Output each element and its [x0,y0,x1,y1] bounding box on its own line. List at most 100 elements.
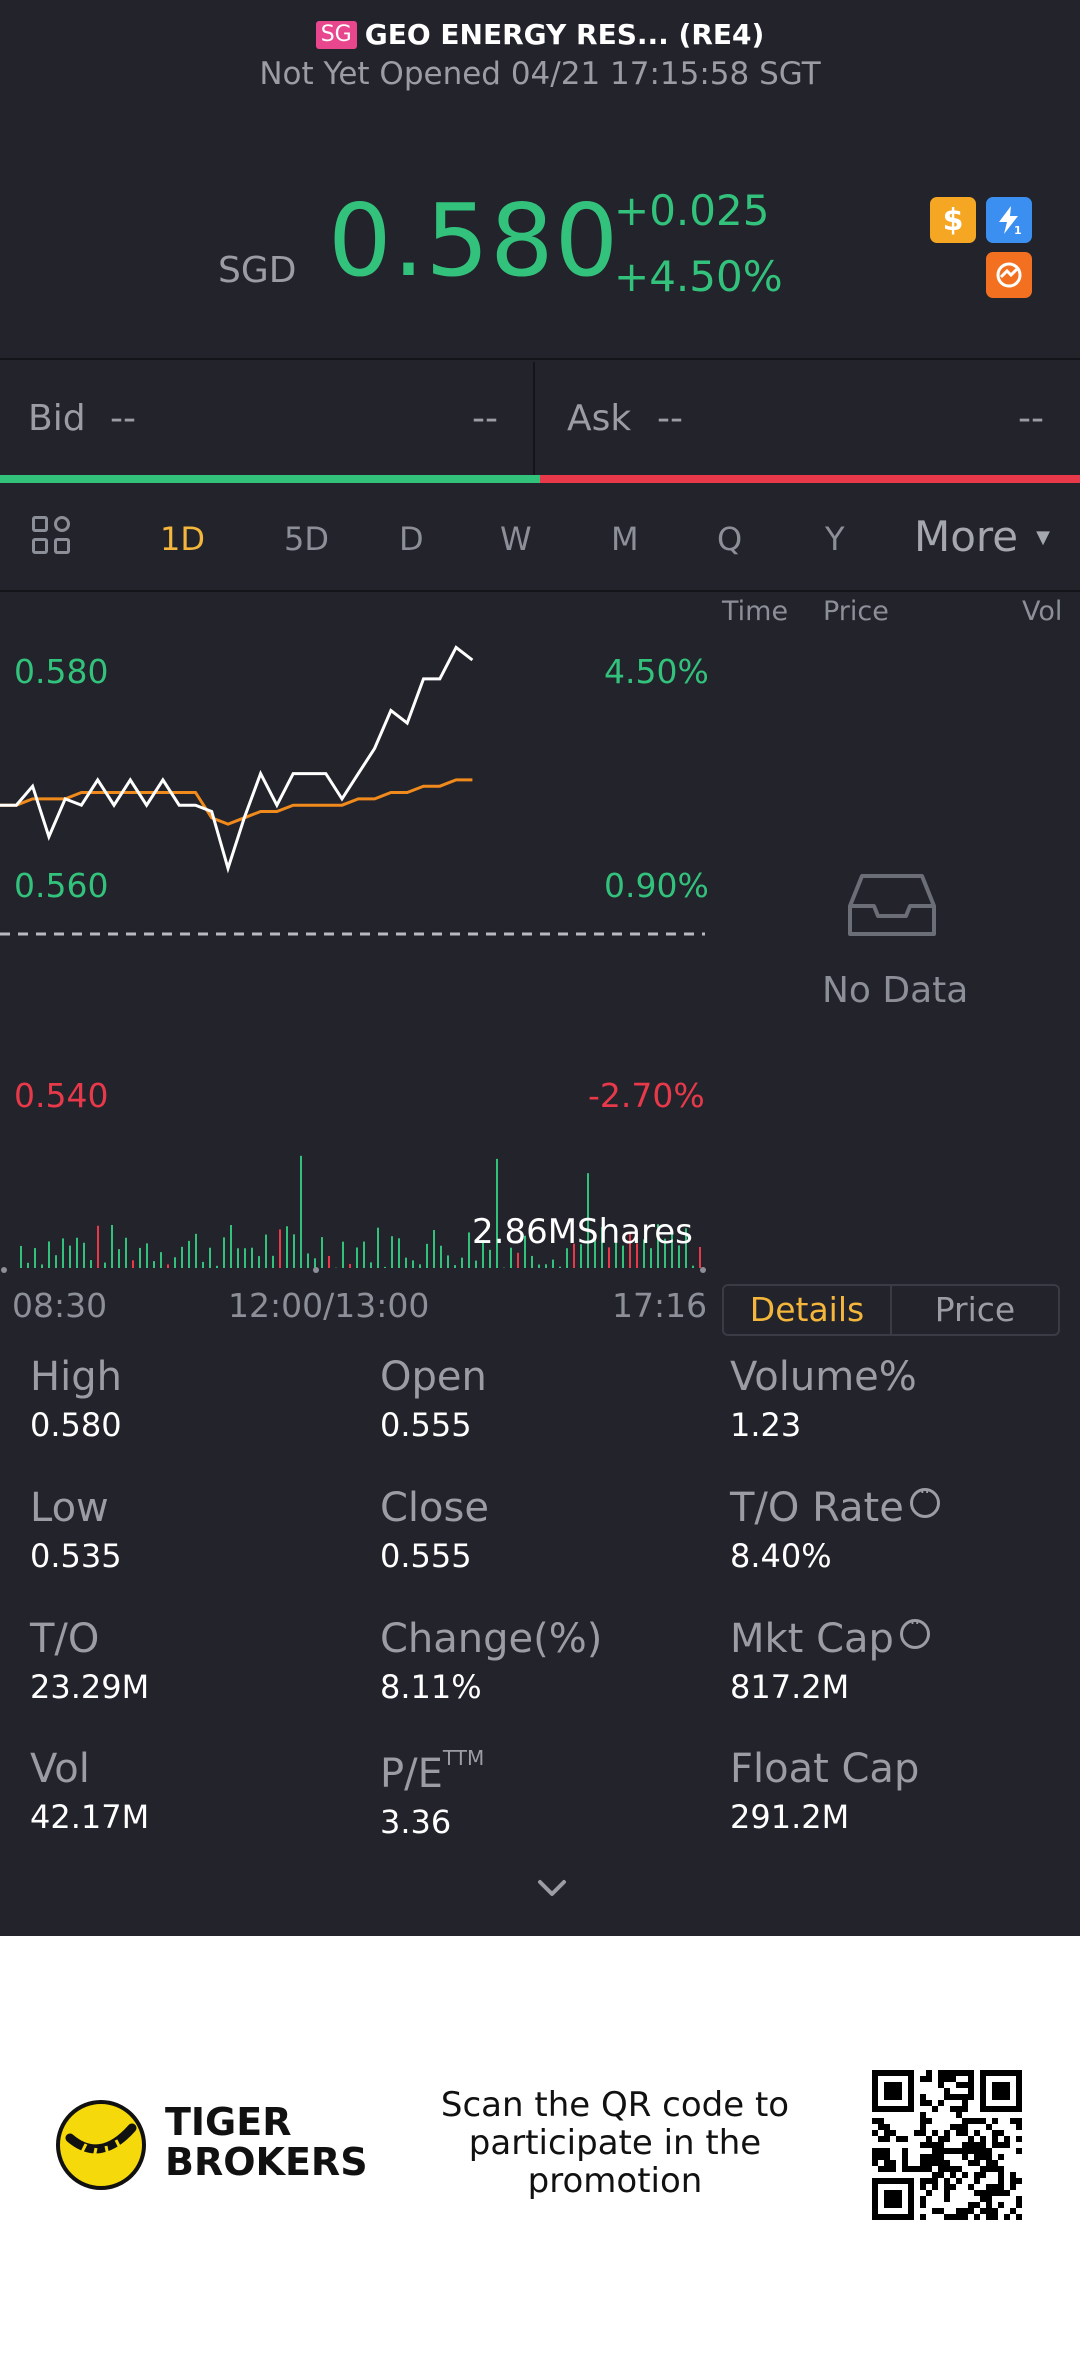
stat-high: High 0.580 [30,1354,122,1444]
stat-label: Vol [30,1746,90,1792]
volume-bar [111,1224,113,1268]
volume-bar [62,1238,64,1268]
dollar-icon[interactable]: $ [930,197,976,243]
stat-label: Float Cap [730,1746,920,1792]
volume-bar [27,1262,29,1268]
axis-dot [700,1267,706,1273]
volume-bar [76,1237,78,1268]
volume-bar [146,1243,148,1268]
divider [533,362,535,476]
volume-bar [391,1236,393,1268]
orange-badge-icon[interactable] [986,252,1032,298]
volume-bar [447,1255,449,1268]
stock-title[interactable]: SG GEO ENERGY RES... (RE4) [0,18,1080,51]
info-icon[interactable] [909,1482,940,1518]
volume-bar [167,1264,169,1268]
stat-label: T/O [30,1616,100,1662]
tab-details[interactable]: Details [724,1286,892,1334]
volume-bar [419,1264,421,1268]
stat-value: 291.2M [730,1798,850,1836]
qr-code[interactable] [872,2070,1022,2220]
price-axis-mid: 0.560 [14,866,109,905]
chevron-down-icon[interactable] [536,1872,568,1904]
volume-bar [531,1255,533,1268]
volume-bar [83,1242,85,1268]
stat-value: 817.2M [730,1668,850,1706]
volume-bar [230,1225,232,1268]
flash-icon[interactable]: 1 [986,197,1032,243]
volume-bar [97,1225,99,1268]
volume-bar [202,1261,204,1268]
volume-bar [160,1252,162,1268]
volume-bar [657,1224,659,1268]
stat-label: P/E [380,1751,443,1797]
stat-value: 42.17M [30,1798,150,1836]
brand-name: TIGER BROKERS [165,2102,368,2182]
market-badge: SG [315,21,357,49]
volume-bar [20,1245,22,1268]
stat-value: 8.11% [380,1668,482,1706]
volume-bar [363,1241,365,1268]
chart-layout-icon[interactable] [32,516,72,556]
volume-bar [55,1255,57,1268]
volume-bar [293,1234,295,1268]
info-icon[interactable] [899,1613,930,1649]
tab-price[interactable]: Price [934,1290,1016,1329]
stat-value: 8.40% [730,1537,832,1575]
tab-more-label: More [914,512,1019,561]
tab-w[interactable]: W [500,520,532,558]
volume-bar [496,1158,498,1268]
volume-bar [342,1241,344,1268]
volume-bar [524,1235,526,1268]
pct-axis-high: 4.50% [604,652,709,691]
stat-value: 0.555 [380,1406,472,1444]
col-vol: Vol [1022,596,1063,627]
tab-5d[interactable]: 5D [284,520,329,558]
volume-bar [678,1245,680,1268]
time-end: 17:16 [612,1286,708,1325]
volume-bar [573,1243,575,1268]
volume-bar [377,1227,379,1268]
stock-name: GEO ENERGY RES... (RE4) [364,18,765,51]
volume-bar [433,1230,435,1268]
tab-d[interactable]: D [399,520,424,558]
stat-label: Low [30,1485,109,1531]
volume-bar [580,1244,582,1268]
volume-bar [195,1233,197,1268]
volume-bar [237,1248,239,1268]
volume-bar [671,1234,673,1268]
volume-bar [181,1246,183,1268]
tab-more[interactable]: More ▼ [914,512,1050,561]
volume-bar [426,1243,428,1268]
tab-1d[interactable]: 1D [160,520,205,558]
col-price: Price [823,596,889,627]
price-change: +0.025 [614,186,770,235]
volume-bar [174,1257,176,1268]
intraday-chart[interactable] [0,600,710,1280]
stat-value: 1.23 [730,1406,802,1444]
volume-bar [307,1253,309,1268]
price-change-percent: +4.50% [614,252,783,301]
stat-volume-pct: Volume% 1.23 [730,1354,917,1444]
volume-bar [538,1264,540,1268]
stat-low: Low 0.535 [30,1485,122,1575]
divider [0,358,1080,360]
volume-bar [405,1257,407,1268]
axis-dot [1,1267,7,1273]
volume-bar [545,1264,547,1268]
stat-float-cap: Float Cap 291.2M [730,1746,919,1836]
tab-y[interactable]: Y [825,520,845,558]
volume-bar [699,1246,701,1268]
stat-value: 23.29M [30,1668,150,1706]
volume-bar [139,1247,141,1268]
tab-m[interactable]: M [611,520,639,558]
volume-bar [650,1248,652,1268]
volume-bar [468,1232,470,1268]
tab-q[interactable]: Q [717,520,743,558]
stat-pe: P/ETTM 3.36 [380,1746,484,1841]
volume-bar [251,1247,253,1268]
ask-size: -- [1018,398,1044,439]
volume-bar [594,1238,596,1268]
brand-line-2: BROKERS [165,2140,368,2184]
volume-bar [216,1265,218,1268]
